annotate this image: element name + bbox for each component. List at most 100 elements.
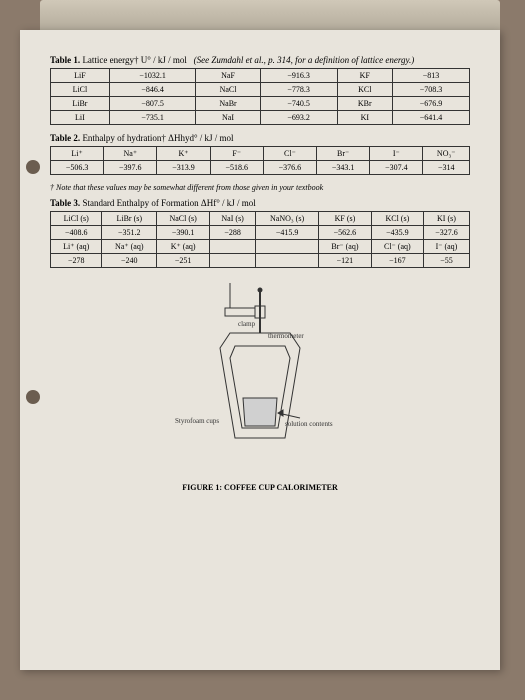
table-cell bbox=[256, 254, 319, 268]
punch-hole bbox=[26, 160, 40, 174]
table-cell: NaI bbox=[196, 111, 260, 125]
table-cell: KBr bbox=[337, 97, 393, 111]
table-row: −278−240−251−121−167−55 bbox=[51, 254, 470, 268]
table2-main: Enthalpy of hydration† ΔHhyd° / kJ / mol bbox=[80, 133, 233, 143]
table-cell: LiBr bbox=[51, 97, 110, 111]
table-row: LiBr−807.5NaBr−740.5KBr−676.9 bbox=[51, 97, 470, 111]
table-cell: KF (s) bbox=[319, 212, 372, 226]
table-cell: −351.2 bbox=[102, 226, 157, 240]
thermometer-label: thermometer bbox=[268, 332, 304, 340]
table-cell: −251 bbox=[157, 254, 210, 268]
table-cell: −278 bbox=[51, 254, 102, 268]
table-cell: −916.3 bbox=[260, 69, 337, 83]
table-cell: −693.2 bbox=[260, 111, 337, 125]
table-row: LiCl−846.4NaCl−778.3KCl−708.3 bbox=[51, 83, 470, 97]
table-cell: −1032.1 bbox=[109, 69, 196, 83]
table-cell: K⁺ bbox=[157, 147, 210, 161]
table-cell: −121 bbox=[319, 254, 372, 268]
table-cell: NaBr bbox=[196, 97, 260, 111]
table-cell: Cl⁻ (aq) bbox=[371, 240, 423, 254]
table-cell: −518.6 bbox=[210, 161, 263, 175]
calorimeter-diagram: clamp thermometer Styrofoam cups solutio… bbox=[170, 278, 350, 478]
table-cell: Cl⁻ bbox=[263, 147, 316, 161]
table-cell: NaI (s) bbox=[210, 212, 256, 226]
table-cell: −343.1 bbox=[317, 161, 370, 175]
table-row: LiI−735.1NaI−693.2KI−641.4 bbox=[51, 111, 470, 125]
table-cell: −778.3 bbox=[260, 83, 337, 97]
table-cell: I⁻ bbox=[370, 147, 423, 161]
table-cell: −735.1 bbox=[109, 111, 196, 125]
table-cell: −435.9 bbox=[371, 226, 423, 240]
table-cell bbox=[210, 240, 256, 254]
table1-prefix: Table 1. bbox=[50, 55, 80, 65]
table-cell: Br⁻ (aq) bbox=[319, 240, 372, 254]
table-cell: K⁺ (aq) bbox=[157, 240, 210, 254]
table1-ref: (See Zumdahl et al., p. 314, for a defin… bbox=[194, 55, 415, 65]
thermometer-top bbox=[258, 288, 262, 292]
table-cell: −327.6 bbox=[423, 226, 469, 240]
table-cell: LiI bbox=[51, 111, 110, 125]
table-cell: −376.6 bbox=[263, 161, 316, 175]
table-cell: Na⁺ (aq) bbox=[102, 240, 157, 254]
table-cell: KI bbox=[337, 111, 393, 125]
table-cell: −506.3 bbox=[51, 161, 104, 175]
table-cell: I⁻ (aq) bbox=[423, 240, 469, 254]
table-cell: −415.9 bbox=[256, 226, 319, 240]
table-cell: −740.5 bbox=[260, 97, 337, 111]
table-row: LiF−1032.1NaF−916.3KF−813 bbox=[51, 69, 470, 83]
table-cell: F⁻ bbox=[210, 147, 263, 161]
table-cell: −641.4 bbox=[393, 111, 470, 125]
table3-prefix: Table 3. bbox=[50, 198, 80, 208]
table-cell: −240 bbox=[102, 254, 157, 268]
table-cell bbox=[210, 254, 256, 268]
table3: LiCl (s)LiBr (s)NaCl (s)NaI (s)NaNO₃ (s)… bbox=[50, 211, 470, 268]
table-cell: LiCl (s) bbox=[51, 212, 102, 226]
table-cell: −846.4 bbox=[109, 83, 196, 97]
table2-title: Table 2. Enthalpy of hydration† ΔHhyd° /… bbox=[50, 133, 470, 143]
solution-label: solution contents bbox=[285, 420, 333, 428]
footnote: † Note that these values may be somewhat… bbox=[50, 183, 470, 192]
table-cell: KF bbox=[337, 69, 393, 83]
table-cell: LiBr (s) bbox=[102, 212, 157, 226]
table-row: −408.6−351.2−390.1−288−415.9−562.6−435.9… bbox=[51, 226, 470, 240]
figure-caption: FIGURE 1: COFFEE CUP CALORIMETER bbox=[50, 483, 470, 492]
table-cell: LiCl bbox=[51, 83, 110, 97]
table-cell: NaNO₃ (s) bbox=[256, 212, 319, 226]
table-cell: Li⁺ (aq) bbox=[51, 240, 102, 254]
table-cell: −397.6 bbox=[104, 161, 157, 175]
table-cell: LiF bbox=[51, 69, 110, 83]
table3-title: Table 3. Standard Enthalpy of Formation … bbox=[50, 198, 470, 208]
table-cell bbox=[256, 240, 319, 254]
table-cell: KCl (s) bbox=[371, 212, 423, 226]
table2-prefix: Table 2. bbox=[50, 133, 80, 143]
table-row: Li⁺ (aq)Na⁺ (aq)K⁺ (aq) Br⁻ (aq)Cl⁻ (aq)I… bbox=[51, 240, 470, 254]
textbook-page: Table 1. Lattice energy† U° / kJ / mol (… bbox=[20, 30, 500, 670]
table-cell: −307.4 bbox=[370, 161, 423, 175]
table2: Li⁺Na⁺K⁺F⁻Cl⁻Br⁻I⁻NO₃⁻−506.3−397.6−313.9… bbox=[50, 146, 470, 175]
table-cell: Br⁻ bbox=[317, 147, 370, 161]
table-cell: −55 bbox=[423, 254, 469, 268]
table-cell: NaF bbox=[196, 69, 260, 83]
table-cell: Na⁺ bbox=[104, 147, 157, 161]
table-cell: Li⁺ bbox=[51, 147, 104, 161]
table-cell: −314 bbox=[423, 161, 470, 175]
clamp-label: clamp bbox=[238, 320, 256, 328]
punch-hole bbox=[26, 390, 40, 404]
cups-label: Styrofoam cups bbox=[175, 417, 219, 425]
table-cell: KCl bbox=[337, 83, 393, 97]
table1-main: Lattice energy† U° / kJ / mol bbox=[80, 55, 187, 65]
table1: LiF−1032.1NaF−916.3KF−813LiCl−846.4NaCl−… bbox=[50, 68, 470, 125]
table-cell: −807.5 bbox=[109, 97, 196, 111]
table-cell: KI (s) bbox=[423, 212, 469, 226]
table-row: −506.3−397.6−313.9−518.6−376.6−343.1−307… bbox=[51, 161, 470, 175]
table-cell: −390.1 bbox=[157, 226, 210, 240]
table-cell: −676.9 bbox=[393, 97, 470, 111]
table3-main: Standard Enthalpy of Formation ΔHf° / kJ… bbox=[80, 198, 256, 208]
table-cell: NO₃⁻ bbox=[423, 147, 470, 161]
solution-shape bbox=[243, 398, 277, 426]
table1-title: Table 1. Lattice energy† U° / kJ / mol (… bbox=[50, 55, 470, 65]
table-cell: NaCl (s) bbox=[157, 212, 210, 226]
table-cell: −708.3 bbox=[393, 83, 470, 97]
table-cell: −313.9 bbox=[157, 161, 210, 175]
table-row: Li⁺Na⁺K⁺F⁻Cl⁻Br⁻I⁻NO₃⁻ bbox=[51, 147, 470, 161]
